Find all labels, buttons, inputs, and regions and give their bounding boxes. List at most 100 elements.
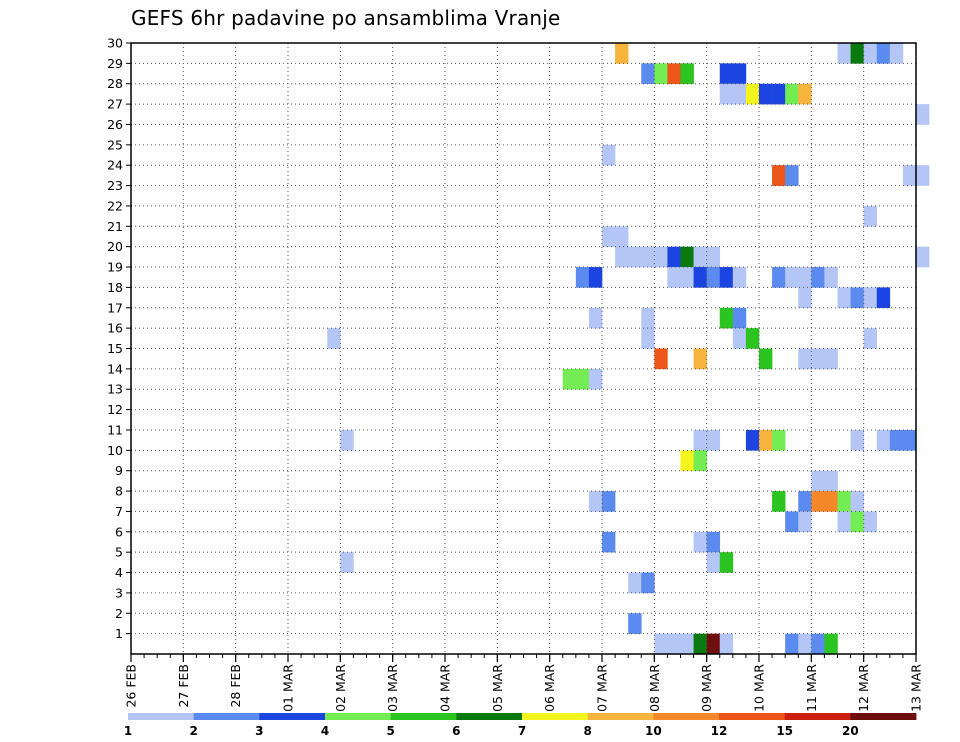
y-tick-label: 13: [107, 382, 123, 397]
colorbar-swatch: [850, 713, 917, 720]
heatmap-cell: [824, 470, 838, 492]
heatmap-cell: [719, 83, 734, 105]
heatmap-cell: [916, 246, 930, 268]
heatmap-cell: [850, 511, 864, 533]
heatmap-cell: [811, 267, 825, 288]
heatmap-cell: [863, 205, 878, 227]
colorbar-label: 2: [189, 724, 197, 738]
heatmap-cell: [798, 267, 812, 288]
heatmap-cell: [615, 43, 629, 64]
y-tick-label: 19: [107, 260, 123, 275]
heatmap-cell: [798, 491, 812, 512]
heatmap-cell: [902, 429, 917, 451]
colorbar-label: 1: [124, 724, 132, 738]
heatmap-cell: [785, 165, 799, 186]
heatmap-cell: [628, 572, 642, 594]
heatmap-cell: [654, 246, 668, 268]
y-tick-label: 25: [107, 137, 123, 152]
heatmap-cell: [706, 552, 721, 573]
x-tick-label: 26 FEB: [124, 664, 139, 708]
heatmap-cell: [693, 429, 707, 451]
heatmap-cell: [588, 267, 603, 288]
heatmap-cell: [745, 83, 760, 105]
y-tick-label: 5: [115, 545, 123, 560]
heatmap-cell: [863, 43, 878, 64]
heatmap-cell: [916, 104, 930, 125]
heatmap-cell: [745, 429, 760, 451]
y-tick-label: 27: [107, 97, 123, 112]
heatmap-cell: [719, 63, 734, 85]
heatmap-cell: [706, 267, 721, 288]
y-tick-label: 17: [107, 300, 123, 315]
heatmap-cell: [772, 267, 786, 288]
y-tick-label: 20: [107, 239, 123, 254]
heatmap-cell: [340, 552, 354, 573]
heatmap-cell: [340, 429, 354, 451]
heatmap-cell: [588, 307, 603, 329]
heatmap-cell: [693, 633, 707, 655]
colorbar-label: 3: [255, 724, 263, 738]
heatmap-cell: [602, 531, 616, 553]
y-tick-label: 11: [107, 422, 123, 437]
data-cells: [327, 43, 930, 655]
y-tick-label: 23: [107, 178, 123, 193]
colorbar-label: 6: [452, 724, 460, 738]
heatmap-cell: [876, 43, 891, 64]
colorbar-label: 4: [321, 724, 329, 738]
heatmap-cell: [641, 246, 655, 268]
heatmap-cell: [772, 429, 786, 451]
x-axis: 26 FEB 27 FEB 28 FEB 01 MAR 02 MAR 03 MAR 04 M…: [124, 654, 924, 712]
heatmap-cell: [811, 470, 825, 492]
heatmap-cell: [824, 267, 838, 288]
heatmap-cell: [562, 368, 577, 390]
x-tick-label: 13 MAR: [909, 664, 924, 712]
y-tick-label: 22: [107, 198, 123, 213]
x-tick-label: 10 MAR: [752, 664, 767, 712]
y-tick-label: 16: [107, 321, 123, 336]
colorbar-swatch: [325, 713, 392, 720]
heatmap-cell: [602, 226, 616, 247]
heatmap-cell: [654, 63, 668, 85]
heatmap-cell: [772, 83, 786, 105]
y-tick-label: 6: [115, 524, 123, 539]
x-tick-label: 08 MAR: [647, 664, 662, 712]
heatmap-cell: [772, 491, 786, 512]
heatmap-cell: [798, 83, 812, 105]
colorbar-swatch: [390, 713, 457, 720]
heatmap-cell: [785, 511, 799, 533]
heatmap-cell: [693, 246, 707, 268]
heatmap-cell: [602, 491, 616, 512]
y-tick-label: 24: [107, 158, 123, 173]
colorbar-swatch: [587, 713, 654, 720]
heatmap-cell: [798, 633, 812, 655]
heatmap-cell: [706, 246, 721, 268]
colorbar: 1 2 3 4 5 6 7 8 10 12 15 20: [124, 713, 917, 738]
y-tick-label: 10: [107, 443, 123, 458]
heatmap-cell: [706, 633, 721, 655]
heatmap-cell: [785, 83, 799, 105]
y-tick-label: 2: [115, 606, 123, 621]
colorbar-label: 7: [518, 724, 526, 738]
heatmap-cell: [798, 511, 812, 533]
heatmap-cell: [654, 348, 668, 370]
heatmap-cell: [798, 348, 812, 370]
heatmap-cell: [680, 450, 694, 471]
heatmap-cell: [759, 348, 773, 370]
heatmap-cell: [850, 287, 864, 309]
heatmap-cell: [654, 633, 668, 655]
colorbar-swatch: [259, 713, 326, 720]
heatmap-cell: [667, 267, 681, 288]
colorbar-swatch: [784, 713, 851, 720]
colorbar-label: 5: [386, 724, 394, 738]
y-tick-label: 26: [107, 117, 123, 132]
x-tick-label: 09 MAR: [699, 664, 714, 712]
colorbar-label: 12: [711, 724, 728, 738]
heatmap-cell: [824, 633, 838, 655]
y-tick-label: 30: [107, 36, 123, 51]
y-tick-label: 14: [107, 361, 123, 376]
y-tick-label: 29: [107, 56, 123, 71]
heatmap-cell: [772, 165, 786, 186]
heatmap-cell: [602, 144, 616, 166]
heatmap-cell: [667, 246, 681, 268]
heatmap-cell: [889, 429, 904, 451]
